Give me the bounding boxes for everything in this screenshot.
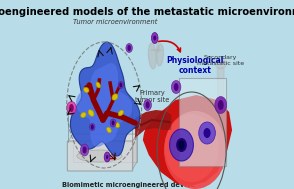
Text: Microengineered models of the metastatic microenvironment: Microengineered models of the metastatic… (0, 7, 294, 17)
Ellipse shape (81, 112, 86, 118)
Circle shape (119, 83, 122, 88)
Circle shape (112, 121, 115, 125)
Ellipse shape (215, 97, 227, 114)
Ellipse shape (157, 44, 163, 66)
Ellipse shape (115, 122, 120, 128)
Ellipse shape (165, 114, 218, 182)
Polygon shape (70, 42, 140, 156)
Ellipse shape (77, 150, 122, 162)
Circle shape (91, 125, 94, 129)
Ellipse shape (107, 127, 111, 133)
Ellipse shape (164, 111, 226, 189)
Polygon shape (143, 95, 232, 186)
Circle shape (146, 101, 150, 108)
Circle shape (218, 100, 224, 110)
Ellipse shape (216, 121, 226, 131)
Polygon shape (135, 110, 171, 138)
Ellipse shape (144, 99, 151, 111)
Ellipse shape (126, 43, 132, 53)
FancyArrowPatch shape (159, 41, 181, 52)
Polygon shape (76, 63, 132, 147)
Ellipse shape (170, 129, 193, 161)
Ellipse shape (118, 81, 123, 88)
Ellipse shape (171, 81, 181, 94)
Circle shape (153, 36, 156, 40)
Text: Primary
tumor site: Primary tumor site (135, 90, 169, 103)
Ellipse shape (67, 101, 76, 115)
Ellipse shape (118, 110, 123, 116)
Ellipse shape (110, 119, 116, 127)
FancyBboxPatch shape (218, 67, 224, 125)
Text: Tumor microenvironment: Tumor microenvironment (73, 19, 157, 25)
Text: Biomimetic microengineered device: Biomimetic microengineered device (62, 182, 195, 188)
Ellipse shape (88, 110, 94, 116)
Circle shape (106, 155, 108, 159)
Polygon shape (132, 134, 137, 170)
FancyBboxPatch shape (178, 78, 226, 166)
Circle shape (69, 104, 74, 112)
Circle shape (174, 83, 178, 91)
FancyBboxPatch shape (67, 141, 133, 171)
Ellipse shape (80, 144, 89, 156)
Ellipse shape (148, 43, 156, 69)
Circle shape (178, 140, 184, 150)
Ellipse shape (216, 59, 226, 69)
Ellipse shape (90, 123, 95, 130)
Ellipse shape (199, 122, 216, 144)
Polygon shape (68, 134, 137, 142)
Text: Physiological
context: Physiological context (166, 56, 224, 75)
Ellipse shape (176, 138, 187, 152)
Circle shape (104, 152, 110, 162)
Ellipse shape (203, 128, 211, 138)
Polygon shape (73, 134, 137, 162)
Ellipse shape (112, 94, 118, 100)
Circle shape (151, 33, 158, 43)
Circle shape (127, 45, 131, 51)
Ellipse shape (96, 82, 101, 88)
Ellipse shape (84, 88, 89, 93)
Text: Secondary
metastatic site: Secondary metastatic site (197, 55, 244, 66)
Circle shape (83, 146, 87, 153)
